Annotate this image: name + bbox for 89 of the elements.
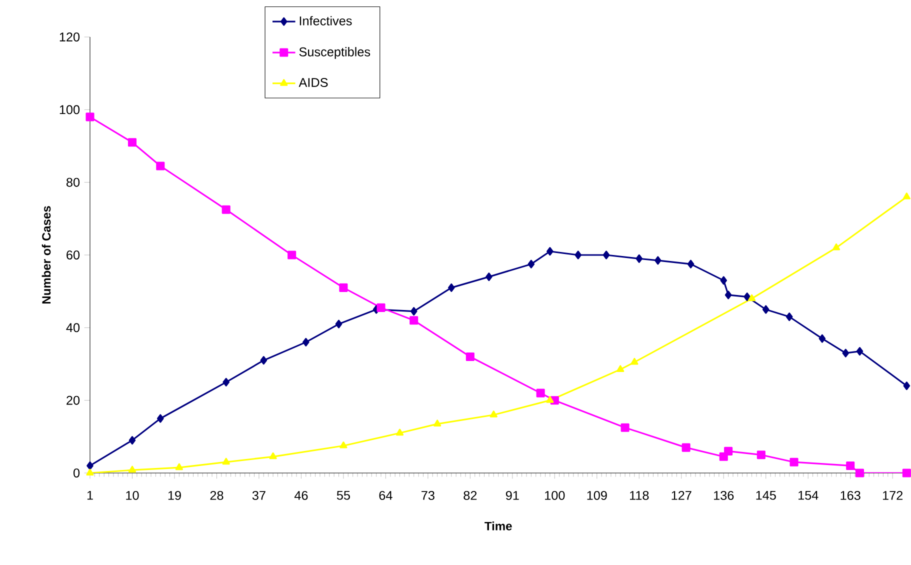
point [790,458,798,466]
point [630,358,638,365]
point [620,423,630,432]
y-tick-label: 0 [74,468,80,478]
point [269,452,277,460]
point [260,356,268,365]
point [222,378,230,386]
point [616,365,624,372]
point [86,468,94,476]
point [687,260,694,268]
point [128,466,136,473]
point [536,388,545,398]
y-tick-label: 60 [66,250,80,260]
y-tick-label: 100 [60,105,80,114]
point [376,303,386,312]
point [466,352,474,361]
x-tick-label: 109 [587,490,607,500]
point [86,461,94,470]
y-tick-label: 40 [66,323,80,332]
point [288,250,296,260]
y-axis-title: Number of Cases [42,206,51,304]
point [842,348,850,358]
point [156,162,165,170]
x-tick-label: 172 [882,490,903,500]
point [175,463,183,470]
x-axis-title: Time [484,522,512,530]
point [574,250,582,260]
legend-label: Susceptibles [299,47,370,59]
point [682,443,690,452]
point [724,446,733,456]
x-tick-label: 73 [422,490,434,500]
x-tick-label: 1 [87,490,93,500]
point [339,283,348,292]
x-tick-label: 136 [714,490,734,500]
point [744,292,750,302]
point [902,468,911,478]
x-tick-label: 154 [798,490,818,500]
y-tick-label: 80 [66,178,80,187]
x-tick-label: 91 [506,490,519,500]
point [86,112,94,122]
point [410,316,418,325]
point [434,420,442,426]
point [846,461,855,470]
x-tick-label: 163 [840,490,860,500]
point [818,334,826,343]
point [340,441,348,448]
x-tick-label: 37 [252,490,266,500]
x-tick-label: 64 [379,490,392,500]
point [832,243,840,250]
point [222,205,230,214]
x-tick-label: 55 [336,490,350,500]
point [856,347,864,356]
legend-label: Infectives [300,16,352,26]
x-tick-label: 10 [126,490,139,500]
point [528,260,535,268]
point [720,276,728,285]
legend-label: AIDS [298,78,328,88]
point [157,414,164,423]
y-tick-label: 20 [66,396,80,405]
x-tick-label: 28 [210,490,224,500]
x-tick-label: 100 [545,490,565,500]
point [636,254,643,263]
x-tick-label: 127 [672,490,692,500]
point [302,338,310,346]
point [546,396,554,403]
point [448,283,455,292]
point [335,320,342,328]
point [855,468,864,478]
point [396,428,404,436]
point [748,294,756,302]
point [654,256,662,265]
x-tick-label: 46 [294,490,308,500]
point [756,450,766,460]
x-tick-label: 19 [168,490,181,500]
point [128,138,137,147]
point [486,272,492,282]
point [724,290,732,300]
point [602,250,610,260]
x-tick-label: 145 [756,490,776,500]
x-tick-label: 82 [464,490,477,500]
y-tick-label: 120 [60,32,80,42]
point [410,307,418,316]
point [490,410,498,418]
x-tick-label: 118 [630,490,649,500]
point [128,436,136,445]
point [222,458,230,465]
point [546,247,554,256]
point [786,312,793,322]
point [762,305,770,314]
